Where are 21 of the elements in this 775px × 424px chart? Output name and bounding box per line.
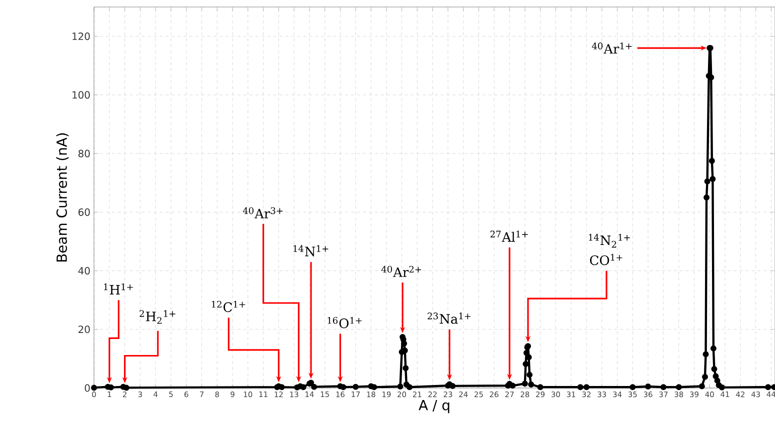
annotation: $^{2}$H$_{2}$1+ bbox=[140, 310, 176, 324]
annotation: $^{40}$Ar$^{2+}$ bbox=[381, 266, 422, 277]
y-tick-label: 40 bbox=[78, 266, 90, 275]
y-axis-title: Beam Current (nA) bbox=[56, 133, 69, 262]
annotation: $^{14}$N$^{1+}$ bbox=[294, 245, 328, 256]
annotation: $^{1}$H$^{1+}$ bbox=[104, 283, 133, 294]
annotation: $^{12}$C$^{1+}$ bbox=[212, 300, 246, 312]
y-tick-label: 100 bbox=[72, 91, 90, 99]
annotation: $^{14}$N$_{2}$1+ bbox=[588, 234, 630, 248]
annotation: $^{16}$O$^{1+}$ bbox=[328, 316, 362, 328]
y-tick-label: 120 bbox=[72, 32, 90, 40]
annotation: $^{40}$Ar$^{3+}$ bbox=[242, 207, 283, 218]
x-axis-title: A / q bbox=[418, 400, 450, 414]
annotation: $^{23}$Na$^{1+}$ bbox=[428, 312, 471, 324]
annotation: $^{40}$Ar$^{1+}$ bbox=[592, 42, 632, 54]
y-tick-label: 60 bbox=[78, 208, 90, 216]
annotation: CO$^{1+}$ bbox=[590, 254, 622, 266]
y-tick-label: 0 bbox=[84, 384, 90, 392]
annotation: $^{27}$Al$^{1+}$ bbox=[490, 230, 528, 242]
y-tick-label: 80 bbox=[78, 150, 90, 158]
y-tick-label: 20 bbox=[78, 326, 90, 334]
